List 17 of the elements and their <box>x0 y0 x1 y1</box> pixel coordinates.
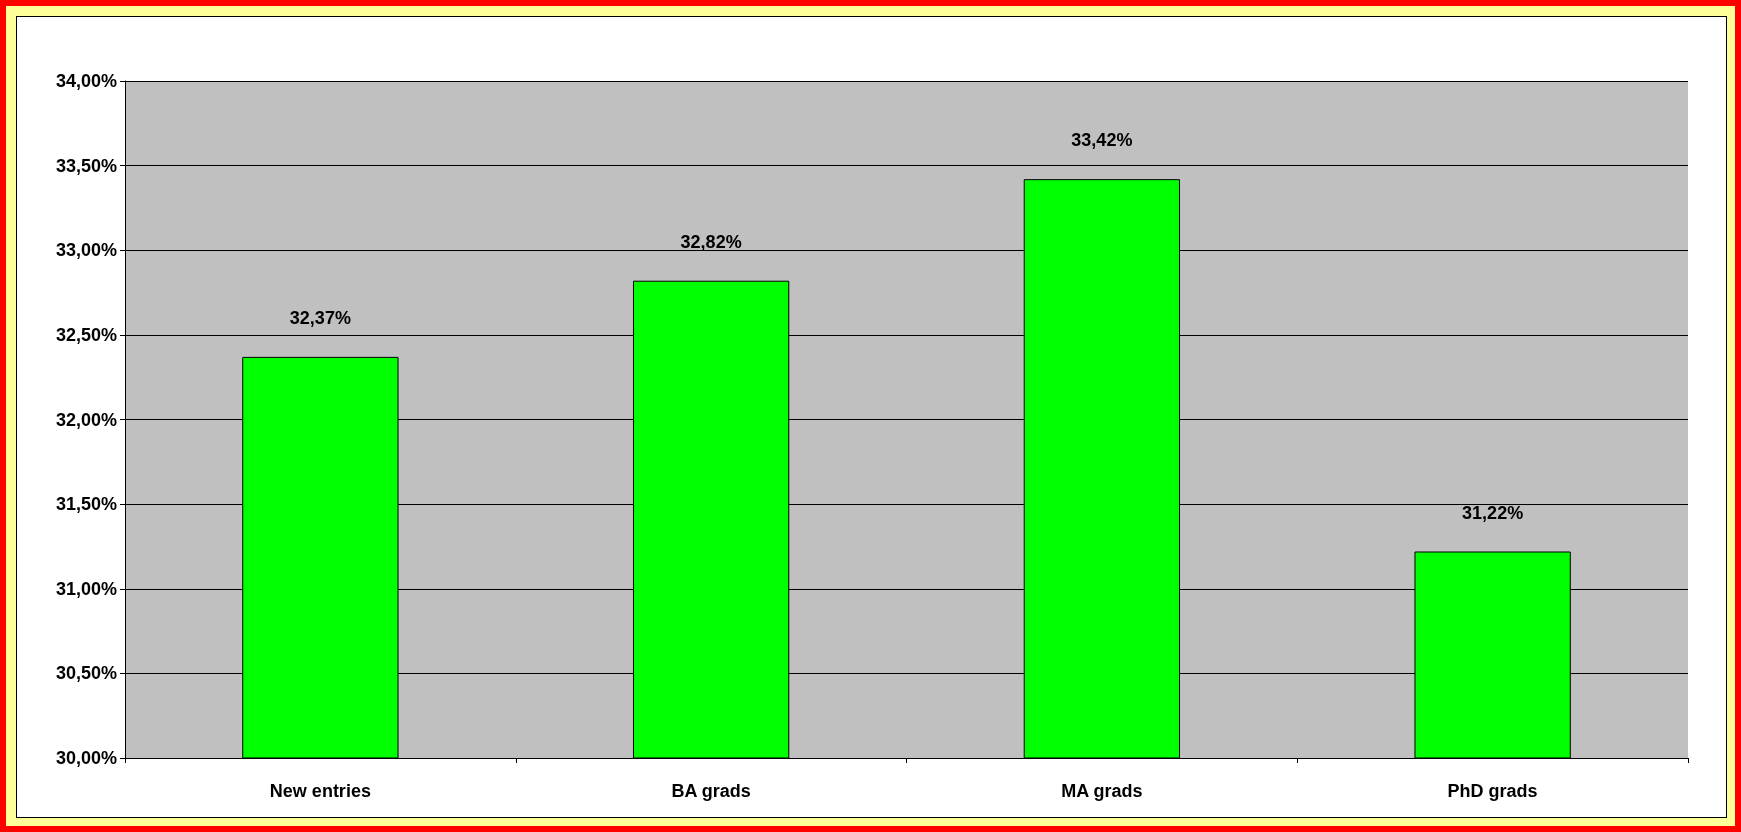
data-label: 31,22% <box>1462 502 1524 523</box>
y-tick-label: 31,50% <box>55 494 117 515</box>
data-label: 33,42% <box>1071 130 1133 151</box>
y-tick-label: 33,50% <box>55 155 117 176</box>
x-tick-label: MA grads <box>1061 781 1143 801</box>
y-tick-label: 31,00% <box>55 578 117 599</box>
y-tick-label: 30,00% <box>55 748 117 768</box>
y-tick-label: 32,00% <box>55 409 117 430</box>
y-tick-label: 33,00% <box>55 240 117 261</box>
data-label: 32,37% <box>289 307 351 328</box>
x-tick-label: PhD grads <box>1447 781 1538 801</box>
y-tick-label: 30,50% <box>55 663 117 684</box>
y-tick-label: 32,50% <box>55 324 117 345</box>
x-tick-label: New entries <box>269 781 371 801</box>
data-label: 32,82% <box>680 231 742 252</box>
x-tick-label: BA grads <box>671 781 751 801</box>
y-tick-label: 34,00% <box>55 71 117 91</box>
